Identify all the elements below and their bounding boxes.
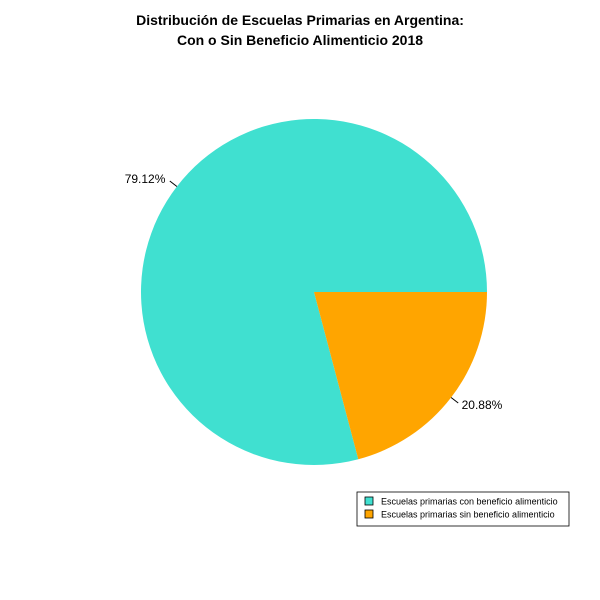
- legend-swatch-1: [364, 496, 374, 506]
- pie-slice-2: [314, 292, 487, 460]
- slice-percentage-label-1: 79.12%: [125, 172, 166, 186]
- legend: Escuelas primarias con beneficio aliment…: [356, 491, 570, 527]
- legend-label-2: Escuelas primarias sin beneficio aliment…: [381, 510, 555, 520]
- pie-slices: [141, 118, 487, 466]
- legend-swatch-2: [364, 509, 374, 519]
- pie-labels: 79.12% 20.88%: [125, 172, 503, 412]
- legend-label-1: Escuelas primarias con beneficio aliment…: [381, 497, 558, 507]
- chart-title-line-2: Con o Sin Beneficio Alimenticio 2018: [177, 32, 423, 48]
- slice-percentage-label-2: 20.88%: [462, 398, 503, 412]
- slice-label-tick-1: [169, 180, 178, 187]
- chart-title-line-1: Distribución de Escuelas Primarias en Ar…: [136, 12, 464, 28]
- slice-label-tick-2: [450, 397, 459, 404]
- legend-box: [356, 491, 570, 527]
